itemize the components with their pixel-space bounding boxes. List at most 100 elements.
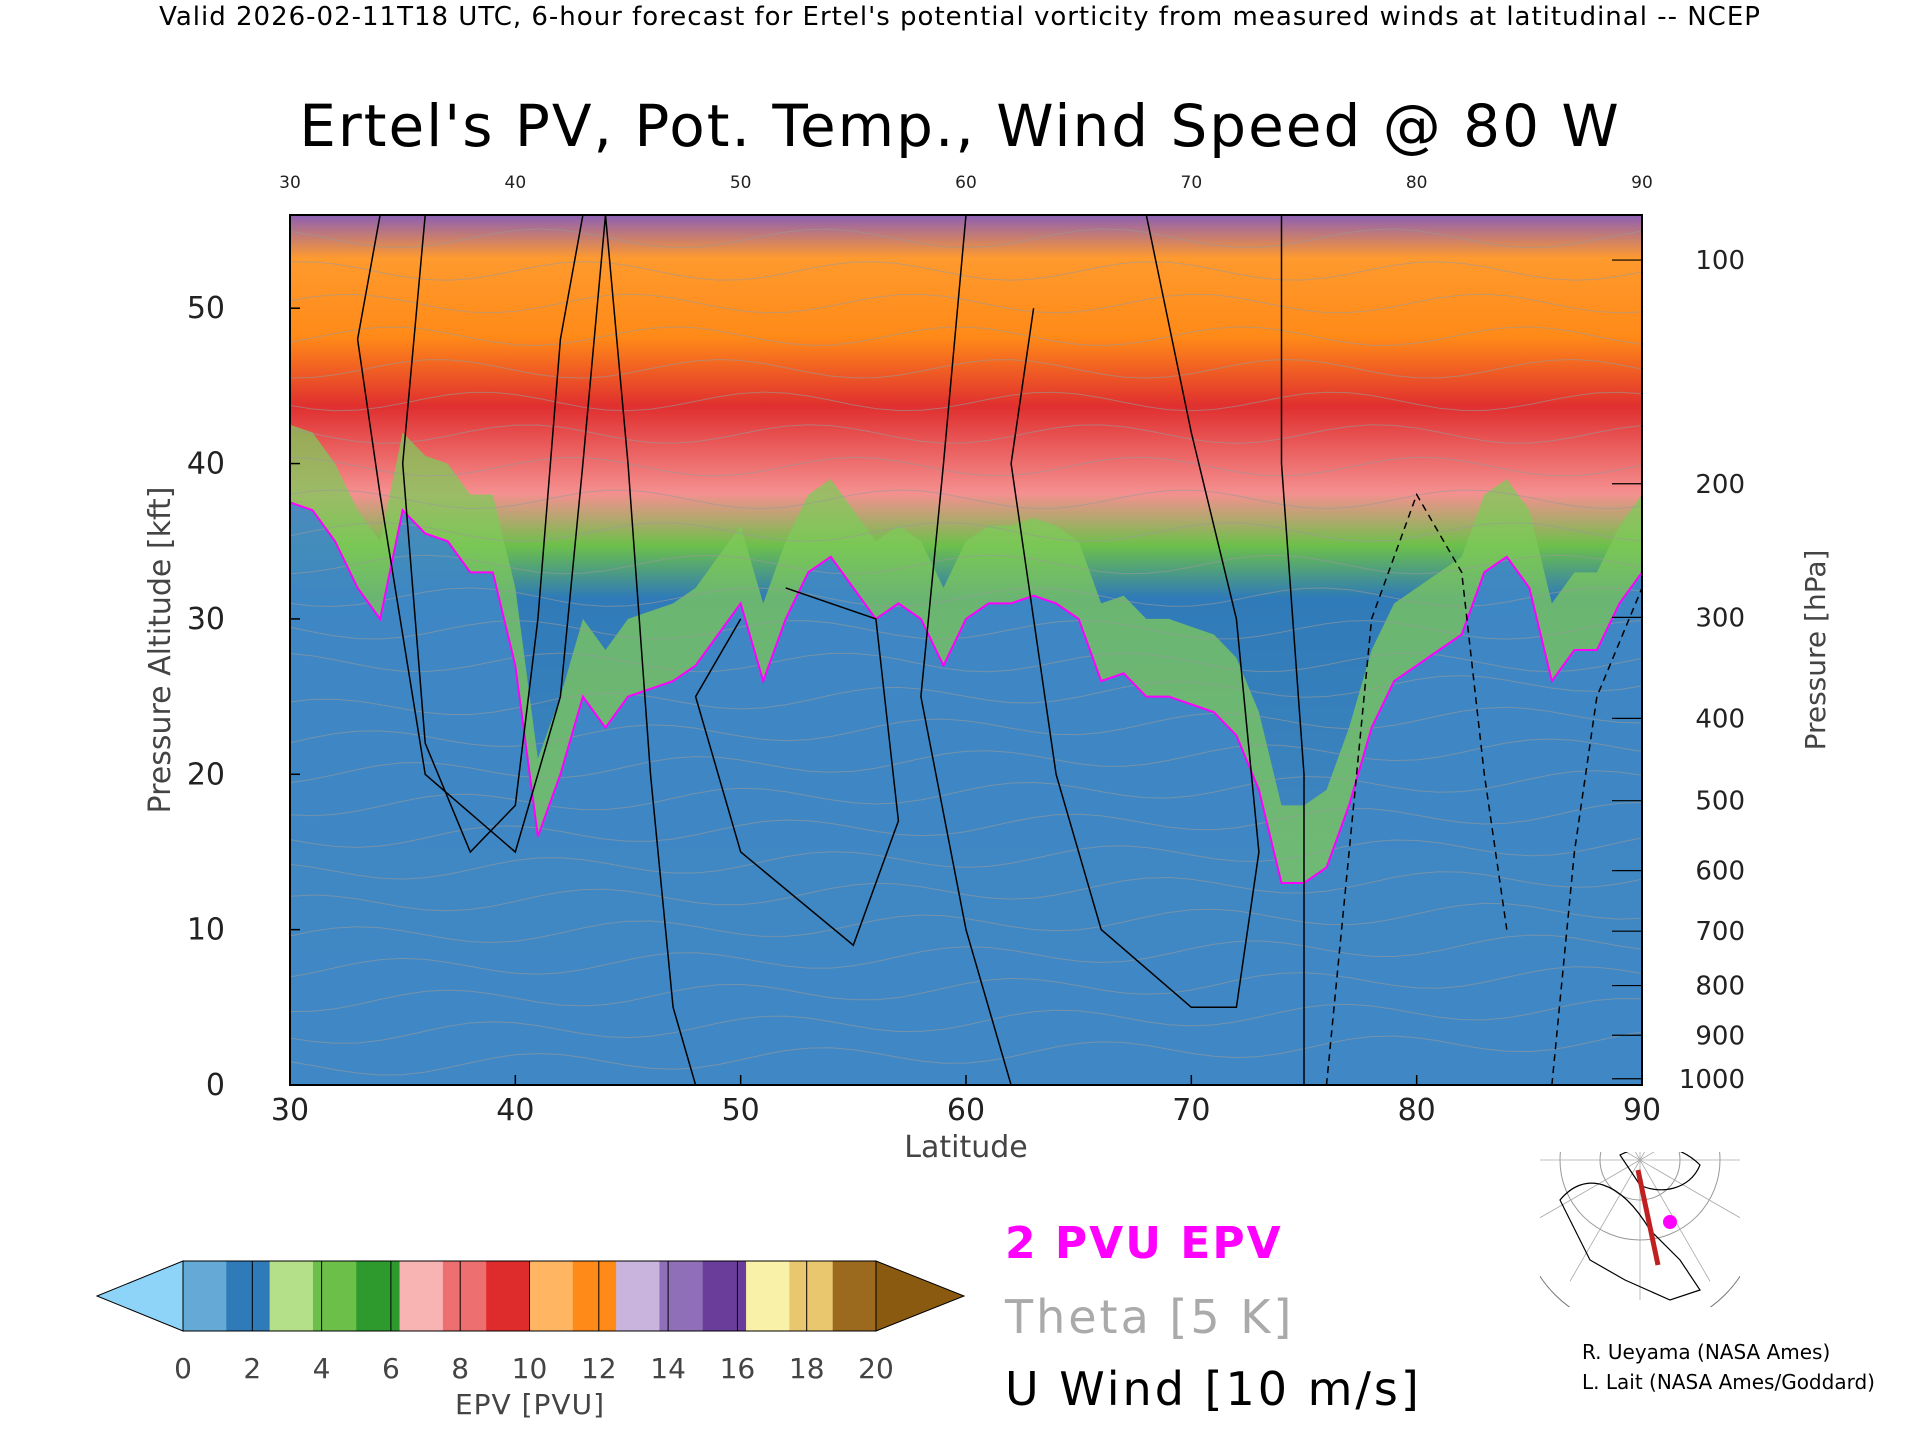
y-tick-label-right: 100 bbox=[1695, 246, 1745, 276]
theta-line bbox=[290, 706, 1642, 747]
x-tick-label-bottom: 30 bbox=[271, 1093, 309, 1128]
x-tick-label-bottom: 60 bbox=[947, 1093, 985, 1128]
u-wind-contour bbox=[356, 215, 607, 854]
credit-line-2: L. Lait (NASA Ames/Goddard) bbox=[1582, 1370, 1875, 1394]
credit-line-1: R. Ueyama (NASA Ames) bbox=[1582, 1340, 1831, 1364]
map-coastline bbox=[1619, 1152, 1701, 1191]
x-tick-label-top: 90 bbox=[1631, 173, 1653, 193]
colorbar-tick-label: 16 bbox=[720, 1352, 756, 1385]
x-tick-label-top: 30 bbox=[279, 173, 301, 193]
u-wind-contour bbox=[694, 587, 900, 947]
inset-map bbox=[1540, 1152, 1740, 1307]
y-axis-label-right: Pressure [hPa] bbox=[1799, 550, 1832, 751]
x-tick-label-top: 50 bbox=[730, 173, 752, 193]
x-tick-label-top: 60 bbox=[955, 173, 977, 193]
y-tick-label-right: 500 bbox=[1695, 787, 1745, 817]
colorbar-segment bbox=[832, 1261, 877, 1331]
theta-line bbox=[290, 358, 1642, 379]
y-tick-label-left: 50 bbox=[187, 291, 225, 326]
theta-line bbox=[290, 424, 1642, 444]
theta-line bbox=[290, 934, 1642, 978]
y-axis-label-left: Pressure Altitude [kft] bbox=[143, 487, 178, 814]
map-coastline bbox=[1559, 1182, 1701, 1301]
theta-line bbox=[290, 871, 1642, 912]
colorbar-tick-label: 14 bbox=[650, 1352, 686, 1385]
x-tick-label-bottom: 90 bbox=[1623, 1093, 1661, 1128]
theta-line bbox=[290, 261, 1642, 281]
theta-line bbox=[290, 228, 1642, 249]
theta-line bbox=[290, 652, 1642, 673]
x-tick-label-top: 80 bbox=[1406, 173, 1428, 193]
colorbar-segment bbox=[746, 1261, 790, 1331]
u-wind-contour bbox=[1325, 492, 1508, 1085]
axes-layer: 3030404050506060707080809090010203040501… bbox=[143, 173, 1832, 1165]
legend-pv-label: 2 PVU EPV bbox=[1005, 1218, 1283, 1269]
colorbar: 0 2 4 6 8 10 12 14 16 18 20 bbox=[95, 1260, 966, 1385]
y-tick-label-left: 0 bbox=[206, 1068, 225, 1103]
legend-theta-label: Theta [5 K] bbox=[1005, 1290, 1295, 1344]
theta-line bbox=[290, 902, 1642, 944]
y-tick-label-right: 600 bbox=[1695, 857, 1745, 887]
colorbar-tick-label: 6 bbox=[382, 1352, 400, 1385]
theta-line bbox=[290, 837, 1642, 880]
theta-line bbox=[290, 522, 1642, 542]
colorbar-segment bbox=[183, 1261, 227, 1331]
colorbar-segment bbox=[659, 1261, 704, 1331]
u-wind-contour bbox=[1551, 587, 1642, 1085]
colorbar-segment bbox=[702, 1261, 747, 1331]
colorbar-tick-label: 2 bbox=[243, 1352, 261, 1385]
colorbar-segment bbox=[616, 1261, 660, 1331]
colorbar-segment bbox=[789, 1261, 834, 1331]
x-tick-label-top: 70 bbox=[1181, 173, 1203, 193]
y-tick-label-right: 400 bbox=[1695, 704, 1745, 734]
theta-line bbox=[290, 587, 1642, 608]
colorbar-tick-label: 8 bbox=[451, 1352, 469, 1385]
colorbar-segment bbox=[269, 1261, 314, 1331]
colorbar-label: EPV [PVU] bbox=[454, 1388, 605, 1421]
y-tick-label-left: 40 bbox=[187, 447, 225, 482]
u-wind-contour bbox=[1280, 215, 1305, 1085]
pv-2pvu-line bbox=[290, 501, 1642, 885]
u-wind-contour bbox=[604, 215, 697, 1085]
map-meridian bbox=[1639, 1159, 1740, 1219]
x-tick-label-bottom: 80 bbox=[1398, 1093, 1436, 1128]
y-tick-label-right: 700 bbox=[1695, 917, 1745, 947]
plot-area bbox=[290, 215, 1642, 1085]
legend-u-wind-label: U Wind [10 m/s] bbox=[1005, 1362, 1422, 1416]
x-tick-label-bottom: 50 bbox=[722, 1093, 760, 1128]
map-location-marker bbox=[1663, 1215, 1677, 1229]
map-meridian bbox=[1625, 1152, 1641, 1161]
x-tick-label-bottom: 70 bbox=[1172, 1093, 1210, 1128]
theta-line bbox=[290, 456, 1642, 477]
map-meridian bbox=[1569, 1159, 1641, 1282]
colorbar-segment bbox=[486, 1261, 530, 1331]
theta-line bbox=[290, 554, 1642, 575]
map-cross-section-track bbox=[1635, 1169, 1661, 1266]
colorbar-tick-label: 18 bbox=[789, 1352, 825, 1385]
colorbar-segment bbox=[572, 1261, 617, 1331]
colorbar-tick-label: 0 bbox=[174, 1352, 192, 1385]
colorbar-tick-label: 12 bbox=[581, 1352, 617, 1385]
theta-line bbox=[290, 966, 1642, 1013]
x-tick-label-bottom: 40 bbox=[496, 1093, 534, 1128]
y-tick-label-right: 200 bbox=[1695, 470, 1745, 500]
colorbar-segment bbox=[226, 1261, 271, 1331]
colorbar-segment bbox=[356, 1261, 401, 1331]
colorbar-segment bbox=[529, 1261, 574, 1331]
theta-line bbox=[290, 675, 1642, 715]
y-tick-label-right: 800 bbox=[1695, 972, 1745, 1002]
colorbar-tick-label: 4 bbox=[313, 1352, 331, 1385]
colorbar-segment bbox=[399, 1261, 444, 1331]
theta-line bbox=[290, 391, 1642, 412]
y-tick-label-left: 30 bbox=[187, 602, 225, 637]
pv-green-band bbox=[290, 424, 1642, 884]
colorbar-tick-label: 20 bbox=[858, 1352, 894, 1385]
y-tick-label-right: 1000 bbox=[1679, 1065, 1745, 1095]
y-tick-label-right: 900 bbox=[1695, 1021, 1745, 1051]
colorbar-segment bbox=[312, 1261, 357, 1331]
x-axis-label: Latitude bbox=[904, 1130, 1027, 1165]
x-tick-label-top: 40 bbox=[505, 173, 527, 193]
colorbar-segment bbox=[442, 1261, 487, 1331]
theta-line bbox=[290, 293, 1642, 314]
theta-line bbox=[290, 326, 1642, 347]
